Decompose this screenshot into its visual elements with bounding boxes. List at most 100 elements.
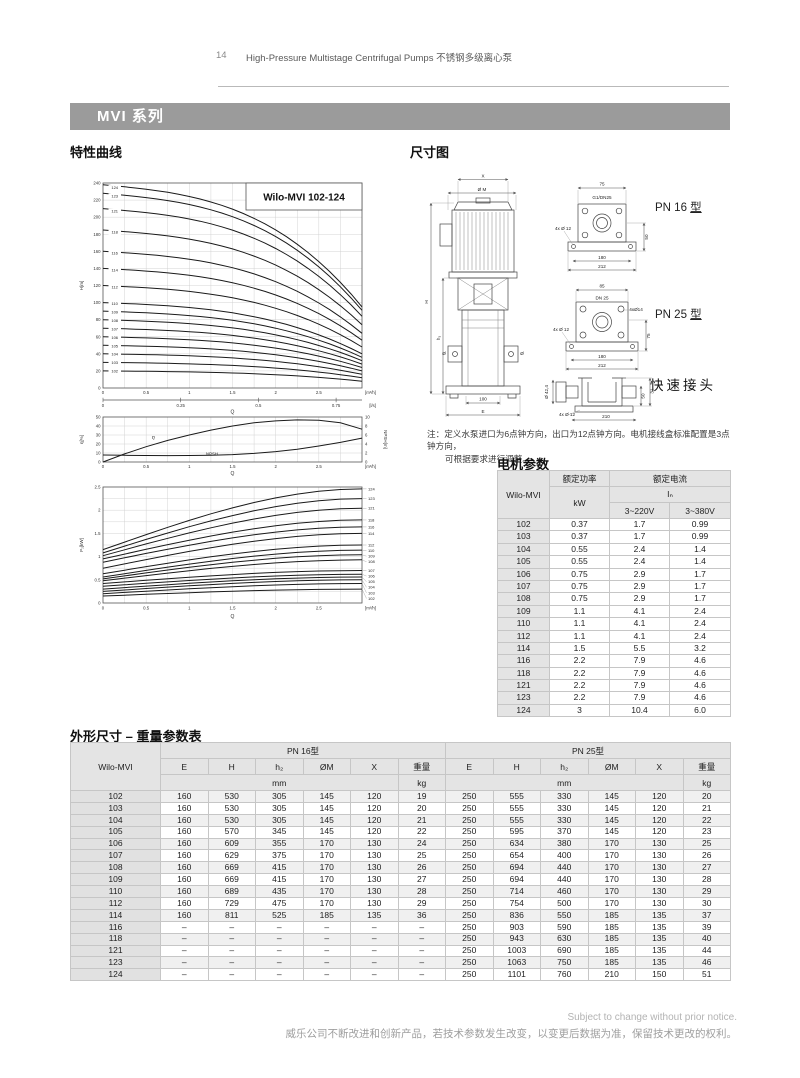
table-cell: 22 — [682, 813, 731, 827]
dims-sub-e: E — [160, 758, 209, 775]
x2-axis-unit: [l/s] — [369, 403, 376, 408]
table-cell: 0.75 — [549, 579, 610, 594]
y2-axis-label: NPSH[m] — [383, 430, 388, 449]
table-cell: – — [397, 920, 446, 934]
dims-sub-h: H — [207, 758, 256, 775]
table-cell: 629 — [207, 849, 256, 863]
table-cell: 654 — [492, 849, 541, 863]
table-cell: 345 — [255, 825, 304, 839]
table-cell: 1.5 — [549, 641, 610, 656]
table-cell: 694 — [492, 861, 541, 875]
table-cell: 250 — [445, 813, 494, 827]
table-cell: 250 — [445, 932, 494, 946]
y-axis-label: P₂[kW] — [79, 538, 84, 552]
power-curve — [102, 554, 363, 580]
quick-bolts-label: 4x Ø 12 — [559, 412, 576, 417]
table-cell: 145 — [587, 825, 636, 839]
curve-label: 106 — [368, 574, 375, 579]
table-cell: 19 — [397, 790, 446, 803]
table-cell: 26 — [682, 849, 731, 863]
table-cell: – — [207, 956, 256, 970]
footer-disclaimer-en: Subject to change without prior notice. — [567, 1012, 737, 1023]
table-cell: – — [255, 956, 304, 970]
table-cell: 4.1 — [609, 617, 670, 631]
dims-col-pn25: PN 25型 — [445, 742, 731, 759]
table-cell: 4.1 — [609, 629, 670, 643]
table-cell: 0.75 — [549, 592, 610, 606]
table-cell: 1.1 — [549, 629, 610, 643]
table-cell: 689 — [207, 885, 256, 899]
y-tick-label: 140 — [93, 266, 101, 271]
table-cell: – — [255, 920, 304, 934]
table-cell: 185 — [302, 908, 351, 922]
table-cell: 690 — [540, 944, 589, 958]
y-tick-label: 40 — [96, 424, 101, 429]
table-cell: 2.4 — [668, 629, 732, 643]
y-tick-label: 50 — [96, 415, 101, 420]
table-cell: 2.2 — [549, 679, 610, 693]
table-cell: 30 — [682, 897, 731, 910]
pump-curve — [102, 353, 363, 375]
x-tick-label: 0.5 — [143, 606, 150, 611]
table-cell: 400 — [540, 849, 589, 863]
pump-curve — [102, 229, 363, 326]
table-cell: 135 — [635, 932, 684, 946]
y2-tick-label: 10 — [365, 415, 370, 420]
table-cell: 185 — [587, 920, 636, 934]
dim-100-label: 100 — [479, 397, 487, 402]
table-row: 123 2.2 7.9 4.6 — [497, 691, 732, 705]
quick-dim-210: 210 — [602, 414, 610, 419]
curve-label: 106 — [111, 335, 118, 340]
motor-col-model: Wilo-MVI — [497, 470, 550, 519]
power-curve — [102, 570, 363, 584]
y-tick-label: 60 — [96, 334, 101, 339]
table-cell: 305 — [255, 801, 304, 815]
table-cell: 170 — [302, 885, 351, 899]
y-tick-label: 220 — [93, 198, 101, 203]
table-row: 110 160 689 435 170 130 28 250 714 460 170 130 29 — [70, 885, 731, 899]
quick-dim-42: Ø 42,4 — [544, 385, 549, 399]
x-axis-unit: [m³/h] — [365, 606, 376, 611]
table-cell: 36 — [397, 908, 446, 922]
table-cell: 120 — [635, 813, 684, 827]
table-cell: 1063 — [492, 956, 541, 970]
table-cell: 160 — [160, 861, 209, 875]
pn25-dim-75: 75 — [646, 333, 651, 339]
table-cell: 669 — [207, 861, 256, 875]
table-cell: 555 — [492, 801, 541, 815]
table-row: 107 0.75 2.9 1.7 — [497, 579, 732, 594]
curve-label: 107 — [368, 568, 375, 573]
installation-note: 注：定义水泵进口为6点钟方向，出口为12点钟方向。电机接线盒标准配置是3点钟方向… — [427, 428, 733, 465]
table-cell: 25 — [682, 837, 731, 851]
power-curve — [102, 507, 363, 557]
dims-sub-h2: h₂ — [540, 758, 589, 775]
table-row: 102 160 530 305 145 120 19 250 555 330 145 120 20 — [70, 790, 731, 803]
table-cell: 51 — [682, 968, 731, 982]
table-cell: 250 — [445, 801, 494, 815]
note-line-2: 可根据要求进行调整。 — [445, 453, 531, 464]
pn25-flange-drawing: 85 DN 25 4xØ14 4x Ø 12 75 180 212 — [553, 284, 651, 371]
table-row: 110 1.1 4.1 2.4 — [497, 617, 732, 631]
x-tick-label: 2.5 — [316, 464, 323, 469]
table-row: 105 160 570 345 145 120 22 250 595 370 145 120 23 — [70, 825, 731, 839]
table-cell: 2.2 — [549, 654, 610, 668]
table-cell: 250 — [445, 920, 494, 934]
table-cell: 250 — [445, 849, 494, 863]
table-cell: 114 — [497, 641, 550, 656]
table-cell: 729 — [207, 897, 256, 910]
table-cell: – — [350, 932, 399, 946]
table-cell: 1.7 — [668, 567, 732, 581]
pump-curve — [102, 302, 363, 355]
table-cell: 475 — [255, 897, 304, 910]
table-cell: 2.9 — [609, 592, 670, 606]
table-row: 114 160 811 525 185 135 36 250 836 550 185 135 37 — [70, 908, 731, 922]
power-curve — [102, 559, 363, 582]
table-cell: 102 — [497, 517, 550, 532]
table-cell: 130 — [635, 885, 684, 899]
power-curve — [102, 488, 363, 551]
table-cell: 415 — [255, 861, 304, 875]
pn16-dim-180: 180 — [598, 255, 606, 260]
curve-label: 108 — [111, 318, 118, 323]
pump-curve — [102, 208, 363, 317]
table-cell: 609 — [207, 837, 256, 851]
